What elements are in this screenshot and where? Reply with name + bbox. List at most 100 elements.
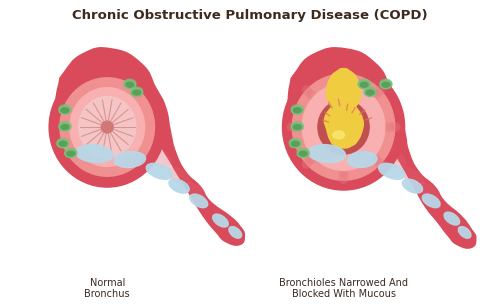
Ellipse shape (292, 141, 299, 146)
Ellipse shape (212, 214, 228, 227)
Ellipse shape (282, 64, 405, 190)
Ellipse shape (292, 122, 303, 130)
PathPatch shape (54, 47, 245, 246)
Ellipse shape (366, 90, 374, 95)
Ellipse shape (124, 81, 136, 89)
Ellipse shape (65, 148, 76, 156)
Ellipse shape (444, 212, 460, 225)
Ellipse shape (59, 106, 71, 114)
Ellipse shape (425, 196, 438, 206)
Ellipse shape (57, 140, 69, 148)
Ellipse shape (332, 131, 344, 139)
Ellipse shape (402, 179, 422, 193)
Ellipse shape (338, 166, 348, 178)
Ellipse shape (61, 125, 69, 130)
Ellipse shape (338, 76, 348, 88)
Ellipse shape (298, 148, 309, 156)
Ellipse shape (61, 108, 69, 113)
Ellipse shape (59, 123, 71, 131)
Ellipse shape (314, 147, 340, 160)
Ellipse shape (364, 148, 376, 159)
Ellipse shape (124, 79, 136, 87)
Ellipse shape (119, 154, 141, 165)
Ellipse shape (231, 228, 239, 237)
Ellipse shape (131, 87, 142, 95)
Ellipse shape (360, 82, 368, 87)
Ellipse shape (338, 172, 348, 184)
Ellipse shape (302, 158, 313, 169)
Ellipse shape (375, 122, 387, 132)
Ellipse shape (292, 74, 394, 180)
Ellipse shape (292, 105, 303, 113)
Ellipse shape (446, 214, 458, 223)
Ellipse shape (308, 145, 346, 163)
Ellipse shape (300, 122, 312, 132)
Ellipse shape (290, 140, 301, 148)
Ellipse shape (292, 106, 303, 114)
Ellipse shape (389, 122, 400, 132)
Ellipse shape (299, 151, 307, 156)
Ellipse shape (358, 81, 370, 89)
PathPatch shape (326, 68, 362, 109)
Ellipse shape (298, 150, 309, 157)
Ellipse shape (146, 163, 172, 179)
Ellipse shape (370, 154, 381, 164)
Ellipse shape (133, 90, 140, 95)
Ellipse shape (312, 95, 322, 106)
Ellipse shape (378, 163, 405, 179)
Ellipse shape (364, 89, 376, 96)
Ellipse shape (229, 226, 241, 238)
Ellipse shape (49, 67, 166, 187)
Ellipse shape (380, 79, 392, 87)
Ellipse shape (294, 125, 301, 130)
Ellipse shape (306, 154, 317, 164)
Text: Chronic Obstructive Pulmonary Disease (COPD): Chronic Obstructive Pulmonary Disease (C… (72, 9, 428, 22)
Ellipse shape (215, 216, 226, 225)
Ellipse shape (59, 122, 71, 130)
Ellipse shape (302, 85, 313, 96)
Ellipse shape (186, 182, 206, 200)
Ellipse shape (338, 70, 348, 82)
Text: Bronchioles Narrowed And
Blocked With Mucous: Bronchioles Narrowed And Blocked With Mu… (279, 278, 408, 299)
Ellipse shape (318, 100, 369, 154)
Ellipse shape (338, 84, 348, 95)
Ellipse shape (67, 151, 74, 156)
Ellipse shape (400, 167, 424, 186)
Ellipse shape (370, 90, 381, 100)
Ellipse shape (192, 196, 205, 206)
Ellipse shape (82, 147, 108, 160)
Ellipse shape (374, 158, 385, 169)
Ellipse shape (128, 135, 156, 153)
Ellipse shape (460, 228, 469, 237)
Ellipse shape (57, 138, 69, 146)
PathPatch shape (286, 47, 476, 249)
Ellipse shape (59, 141, 67, 146)
Ellipse shape (126, 82, 134, 87)
Ellipse shape (406, 181, 419, 191)
Ellipse shape (382, 82, 390, 87)
Ellipse shape (190, 194, 208, 208)
Ellipse shape (78, 96, 136, 157)
Ellipse shape (302, 84, 385, 170)
Ellipse shape (167, 167, 191, 186)
Ellipse shape (290, 138, 301, 146)
Ellipse shape (59, 105, 71, 113)
Ellipse shape (382, 166, 401, 177)
Ellipse shape (70, 88, 144, 166)
Ellipse shape (292, 122, 304, 132)
Ellipse shape (306, 90, 317, 100)
Ellipse shape (169, 179, 189, 193)
Ellipse shape (150, 166, 169, 177)
Ellipse shape (348, 152, 377, 168)
Ellipse shape (338, 158, 348, 170)
PathPatch shape (324, 99, 364, 149)
Ellipse shape (141, 145, 172, 168)
Ellipse shape (375, 145, 406, 168)
Text: Normal
Bronchus: Normal Bronchus (84, 278, 130, 299)
Ellipse shape (172, 181, 186, 191)
Ellipse shape (102, 121, 113, 133)
Ellipse shape (358, 79, 370, 87)
Ellipse shape (294, 108, 301, 113)
Ellipse shape (364, 95, 376, 106)
Ellipse shape (364, 87, 376, 95)
